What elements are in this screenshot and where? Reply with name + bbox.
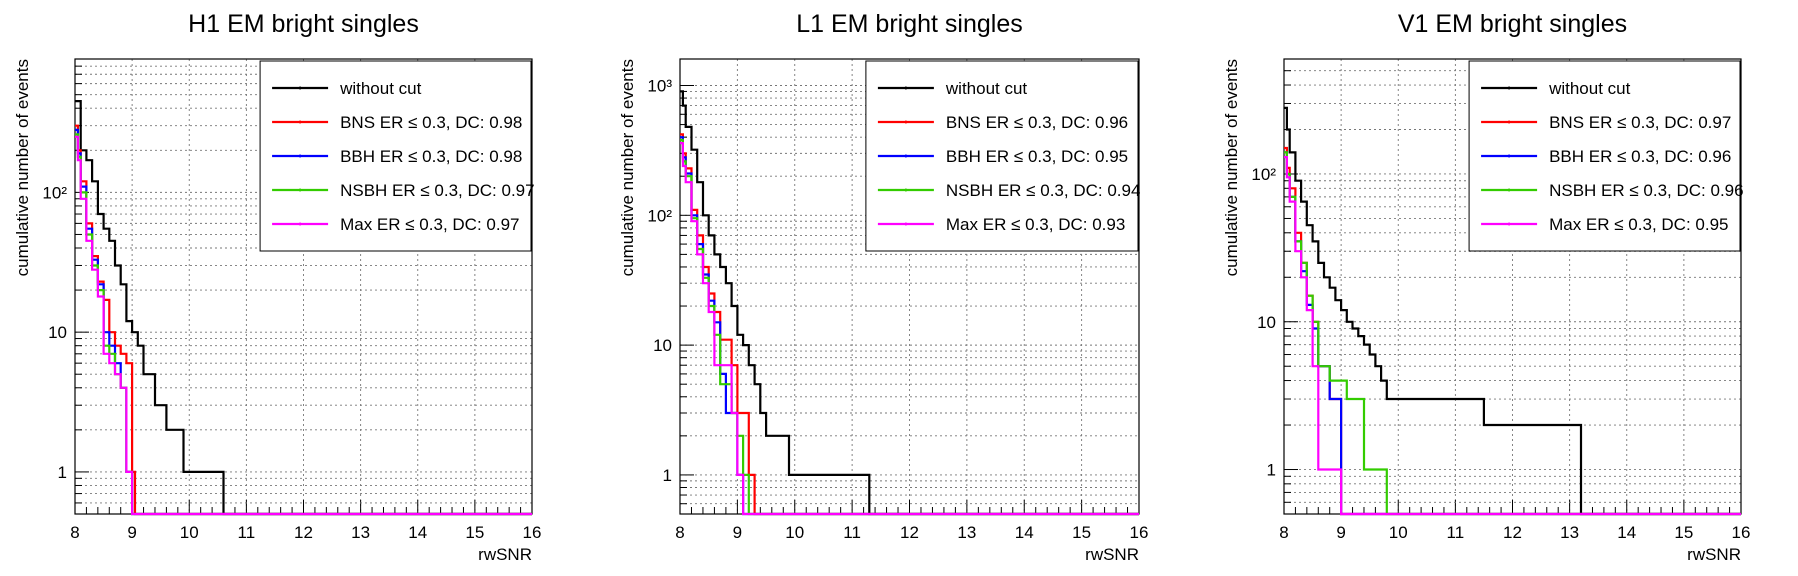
x-tick-label: 15 (465, 523, 484, 542)
x-tick-label: 15 (1674, 523, 1693, 542)
y-tick-label: 10² (647, 206, 672, 225)
chart-panel-3: V1 EM bright singles 8 9 10 11 12 13 14 15 16 1 10 1… (1222, 10, 1750, 564)
x-axis-label: rwSNR (1687, 545, 1741, 564)
x-tick-label: 13 (351, 523, 370, 542)
legend-entry: without cut (339, 79, 422, 98)
x-tick-label: 11 (1447, 523, 1465, 542)
series-line-1 (1284, 106, 1741, 516)
series-line-1 (75, 100, 532, 516)
legend-entry: BBH ER ≤ 0.3, DC: 0.95 (946, 147, 1128, 166)
y-tick-label: 10³ (647, 76, 672, 95)
series-line-1 (680, 90, 1139, 516)
x-tick-label: 8 (675, 523, 684, 542)
y-tick-label: 10 (653, 336, 672, 355)
x-axis-label: rwSNR (478, 545, 532, 564)
y-tick-label: 1 (1267, 461, 1276, 480)
legend-entry: Max ER ≤ 0.3, DC: 0.97 (340, 215, 519, 234)
legend-entry: NSBH ER ≤ 0.3, DC: 0.97 (340, 181, 535, 200)
x-tick-label: 8 (1279, 523, 1288, 542)
x-tick-label: 10 (1389, 523, 1408, 542)
legend: without cut BNS ER ≤ 0.3, DC: 0.98 BBH ER … (259, 60, 535, 252)
chart-panel-2: L1 EM bright singles 8 9 10 11 12 13 14 15 16 1 10 1… (618, 10, 1148, 564)
x-axis-label: rwSNR (1085, 545, 1139, 564)
legend-entry: NSBH ER ≤ 0.3, DC: 0.94 (946, 181, 1141, 200)
x-tick-label: 16 (1732, 523, 1751, 542)
chart-title: V1 EM bright singles (1398, 10, 1627, 38)
legend-entry: BNS ER ≤ 0.3, DC: 0.98 (340, 113, 522, 132)
legend-entry: NSBH ER ≤ 0.3, DC: 0.96 (1549, 181, 1744, 200)
legend: without cut BNS ER ≤ 0.3, DC: 0.97 BBH ER … (1468, 60, 1744, 252)
y-tick-label: 10² (1251, 165, 1276, 184)
x-tick-label: 9 (127, 523, 136, 542)
legend-entry: Max ER ≤ 0.3, DC: 0.95 (1549, 215, 1728, 234)
series-line-5 (1284, 156, 1741, 516)
x-tick-label: 16 (523, 523, 542, 542)
y-tick-label: 10² (42, 183, 67, 202)
series-line-5 (75, 135, 532, 516)
chart-title: L1 EM bright singles (796, 10, 1023, 38)
y-axis-label: cumulative number of events (618, 59, 637, 276)
x-tick-label: 13 (957, 523, 976, 542)
y-tick-label: 10 (48, 323, 67, 342)
y-axis-label: cumulative number of events (13, 59, 32, 276)
legend-entry: without cut (945, 79, 1028, 98)
chart-title: H1 EM bright singles (188, 10, 419, 38)
y-axis-label: cumulative number of events (1222, 59, 1241, 276)
x-tick-label: 10 (180, 523, 199, 542)
chart-panel-1: H1 EM bright singles 8 9 10 11 12 13 14 15 16 1 10 1… (13, 10, 541, 564)
x-tick-label: 8 (70, 523, 79, 542)
x-tick-label: 14 (408, 523, 427, 542)
x-tick-label: 14 (1015, 523, 1034, 542)
x-tick-label: 15 (1072, 523, 1091, 542)
legend-entry: BBH ER ≤ 0.3, DC: 0.96 (1549, 147, 1731, 166)
y-tick-label: 1 (663, 466, 672, 485)
x-tick-label: 11 (238, 523, 256, 542)
legend-entry: BNS ER ≤ 0.3, DC: 0.96 (946, 113, 1128, 132)
y-tick-label: 10 (1257, 313, 1276, 332)
x-tick-label: 13 (1560, 523, 1579, 542)
legend-entry: Max ER ≤ 0.3, DC: 0.93 (946, 215, 1125, 234)
x-tick-label: 9 (733, 523, 742, 542)
x-tick-label: 11 (843, 523, 861, 542)
legend-entry: BBH ER ≤ 0.3, DC: 0.98 (340, 147, 522, 166)
y-tick-label: 1 (58, 463, 67, 482)
x-tick-label: 12 (1503, 523, 1522, 542)
x-tick-label: 9 (1336, 523, 1345, 542)
x-tick-label: 14 (1617, 523, 1636, 542)
legend: without cut BNS ER ≤ 0.3, DC: 0.96 BBH ER … (865, 60, 1141, 252)
legend-entry: without cut (1548, 79, 1631, 98)
x-tick-label: 12 (294, 523, 313, 542)
x-tick-label: 12 (900, 523, 919, 542)
series-line-5 (680, 142, 1139, 516)
x-tick-label: 16 (1130, 523, 1149, 542)
x-tick-label: 10 (785, 523, 804, 542)
legend-entry: BNS ER ≤ 0.3, DC: 0.97 (1549, 113, 1731, 132)
